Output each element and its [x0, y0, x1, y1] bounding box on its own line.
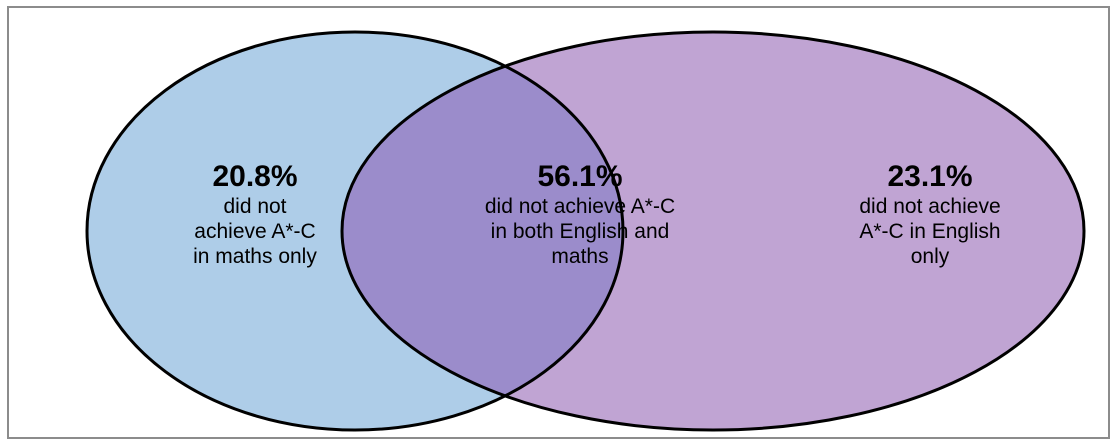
- both-line-3: maths: [551, 245, 609, 268]
- maths-only-label: 20.8% did not achieve A*-C in maths only: [150, 160, 360, 269]
- english-only-label: 23.1% did not achieve A*-C in English on…: [815, 160, 1045, 269]
- maths-only-line-2: achieve A*-C: [194, 220, 316, 243]
- english-only-percent: 23.1%: [887, 160, 973, 193]
- english-only-line-3: only: [910, 245, 950, 268]
- both-label: 56.1% did not achieve A*-C in both Engli…: [435, 160, 725, 269]
- english-only-line-1: did not achieve: [859, 195, 1001, 218]
- english-only-line-2: A*-C in English: [859, 220, 1001, 243]
- both-percent: 56.1%: [537, 160, 623, 193]
- maths-only-percent: 20.8%: [212, 160, 298, 193]
- maths-only-line-3: in maths only: [193, 245, 317, 268]
- diagram-frame: [7, 6, 1110, 439]
- both-line-1: did not achieve A*-C: [484, 195, 676, 218]
- maths-only-line-1: did not: [223, 195, 287, 218]
- english-set-outline: [340, 30, 1086, 432]
- both-line-2: in both English and: [490, 220, 670, 243]
- overlap-region: [342, 32, 623, 430]
- maths-set-outline: [85, 30, 625, 432]
